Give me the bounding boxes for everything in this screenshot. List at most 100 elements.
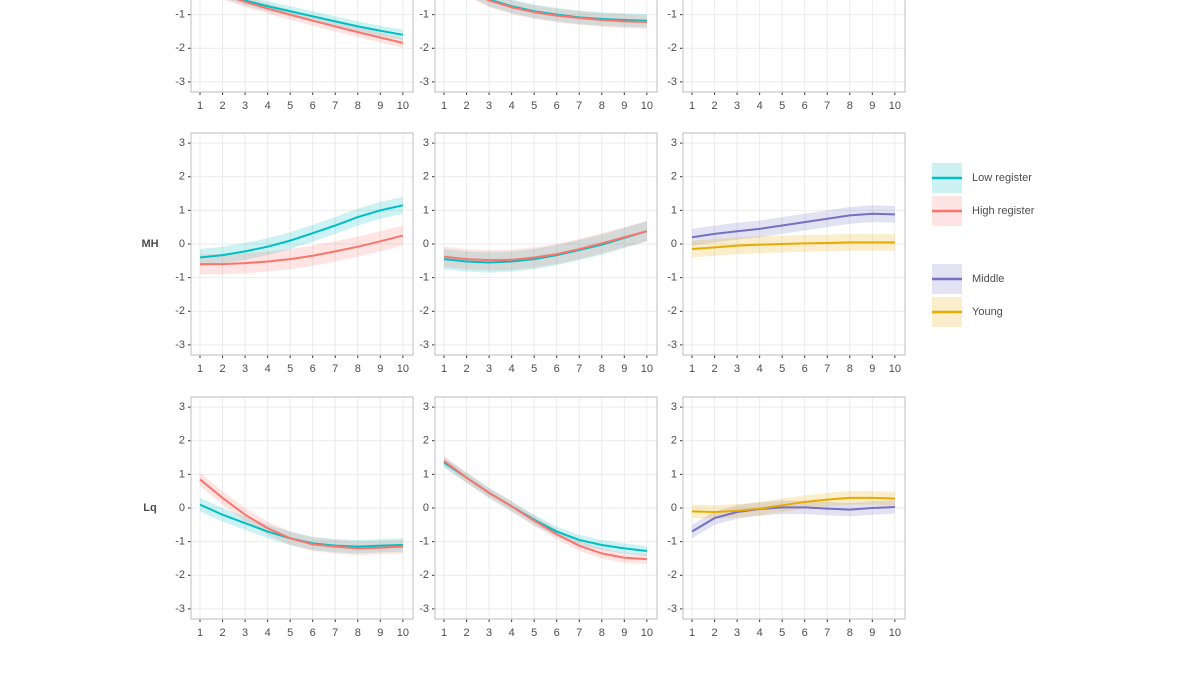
legend-label: Low register [972, 172, 1032, 184]
y-tick-label: 1 [423, 468, 429, 480]
y-tick-label: 2 [671, 171, 677, 183]
legend-label: Middle [972, 273, 1004, 285]
line [443, 230, 648, 262]
x-tick-label: 2 [219, 100, 225, 112]
y-tick-label: -2 [175, 569, 185, 581]
line [199, 204, 404, 259]
panel-background [435, 0, 657, 92]
x-tick-label: 1 [689, 100, 695, 112]
y-tick-label: -3 [419, 603, 429, 615]
x-tick-label: 1 [689, 627, 695, 639]
line [200, 234, 404, 266]
y-tick-label: -3 [667, 76, 677, 88]
x-tick-label: 9 [621, 627, 627, 639]
x-tick-label: 4 [757, 363, 763, 375]
y-tick-label: 1 [179, 204, 185, 216]
ci-ribbon [444, 221, 647, 271]
y-tick-label: 1 [671, 204, 677, 216]
x-tick-label: 1 [441, 100, 447, 112]
x-tick-label: 7 [824, 363, 830, 375]
panel-border [682, 132, 906, 356]
line [485, 0, 647, 24]
x-tick-label: 5 [779, 100, 785, 112]
x-tick-label: 2 [463, 363, 469, 375]
y-tick-label: 3 [671, 401, 677, 413]
y-tick-label: -2 [667, 305, 677, 317]
y-tick-label: 2 [423, 435, 429, 447]
x-tick-label: 8 [847, 363, 853, 375]
y-tick-label: -3 [667, 339, 677, 351]
y-tick-label: 3 [671, 137, 677, 149]
x-tick-label: 1 [441, 363, 447, 375]
line [199, 478, 403, 550]
x-tick-label: 2 [711, 627, 717, 639]
x-tick-label: 5 [531, 627, 537, 639]
x-tick-label: 8 [847, 627, 853, 639]
x-tick-label: 10 [641, 100, 653, 112]
line [236, 0, 404, 44]
x-tick-label: 2 [219, 627, 225, 639]
x-tick-label: 3 [486, 363, 492, 375]
x-tick-label: 6 [802, 100, 808, 112]
y-tick-label: -3 [175, 339, 185, 351]
x-tick-label: 6 [310, 363, 316, 375]
x-tick-label: 3 [242, 363, 248, 375]
x-tick-label: 4 [509, 363, 515, 375]
y-tick-label: -2 [175, 42, 185, 54]
x-tick-label: 8 [355, 363, 361, 375]
panel-border [682, 396, 906, 620]
x-tick-label: 3 [734, 363, 740, 375]
y-tick-label: -3 [419, 339, 429, 351]
x-tick-label: 2 [711, 100, 717, 112]
ci-ribbon [444, 455, 647, 565]
y-tick-label: -1 [419, 272, 429, 284]
panel-border [434, 396, 658, 620]
y-tick-label: -1 [667, 9, 677, 21]
y-tick-label: -1 [667, 272, 677, 284]
x-tick-label: 10 [397, 363, 409, 375]
x-tick-label: 6 [310, 100, 316, 112]
x-tick-label: 5 [287, 363, 293, 375]
line [691, 496, 895, 514]
x-tick-label: 8 [355, 100, 361, 112]
x-tick-label: 2 [463, 100, 469, 112]
x-tick-label: 4 [757, 100, 763, 112]
line [443, 460, 647, 561]
x-tick-label: 4 [509, 100, 515, 112]
y-tick-label: 3 [179, 137, 185, 149]
x-tick-label: 3 [734, 627, 740, 639]
x-tick-label: 1 [197, 363, 203, 375]
y-tick-label: -3 [419, 76, 429, 88]
x-tick-label: 6 [554, 627, 560, 639]
y-tick-label: 2 [179, 435, 185, 447]
x-tick-label: 10 [889, 100, 901, 112]
y-tick-label: -1 [419, 9, 429, 21]
y-tick-label: 2 [423, 171, 429, 183]
panel-border [682, 0, 906, 93]
x-tick-label: 8 [847, 100, 853, 112]
line [691, 212, 895, 239]
x-tick-label: 5 [287, 627, 293, 639]
y-tick-label: 2 [671, 435, 677, 447]
panel-border [190, 132, 414, 356]
x-tick-label: 9 [377, 363, 383, 375]
y-tick-label: -2 [419, 42, 429, 54]
y-tick-label: 0 [423, 238, 429, 250]
legend-label: High register [972, 205, 1035, 217]
panel-border [190, 0, 414, 93]
y-tick-label: -3 [175, 76, 185, 88]
x-tick-label: 2 [463, 627, 469, 639]
x-tick-label: 4 [265, 627, 271, 639]
x-tick-label: 2 [711, 363, 717, 375]
y-tick-label: -1 [175, 536, 185, 548]
x-tick-label: 3 [734, 100, 740, 112]
y-tick-label: 3 [423, 137, 429, 149]
y-tick-label: -2 [667, 42, 677, 54]
y-tick-label: 0 [423, 502, 429, 514]
x-tick-label: 5 [779, 627, 785, 639]
panel-background [191, 0, 413, 92]
x-tick-label: 3 [242, 627, 248, 639]
y-tick-label: -1 [419, 536, 429, 548]
x-tick-label: 4 [265, 363, 271, 375]
